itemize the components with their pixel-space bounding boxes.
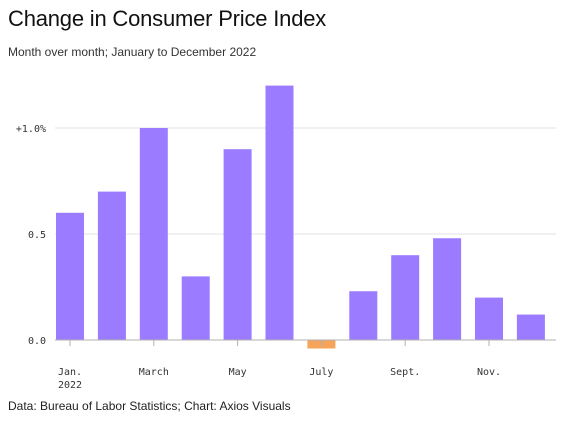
bar-feb [97, 191, 126, 340]
chart-subtitle: Month over month; January to December 20… [8, 45, 257, 59]
bar-nov [475, 297, 503, 340]
bar-sept [391, 255, 420, 340]
chart-title: Change in Consumer Price Index [8, 6, 327, 31]
bar-dec [516, 314, 545, 340]
bar-may [223, 149, 252, 340]
bar-jan [56, 212, 84, 340]
x-tick-label: Nov. [477, 367, 501, 378]
source-note: Data: Bureau of Labor Statistics; Chart:… [8, 399, 291, 413]
x-tick-sublabel: 2022 [58, 380, 82, 391]
bar-oct [433, 238, 462, 340]
x-tick-label: March [139, 367, 169, 378]
x-tick-label: July [309, 367, 333, 378]
bar-mar [139, 128, 168, 340]
x-tick-label: May [229, 367, 247, 378]
y-tick-label: 0.5 [28, 230, 46, 241]
bar-jun [265, 85, 294, 340]
y-tick-label: 0.0 [28, 336, 46, 347]
bar-aug [349, 291, 378, 340]
bar-apr [181, 276, 210, 340]
x-tick-label: Sept. [390, 367, 420, 378]
y-tick-label: +1.0% [16, 124, 46, 135]
x-tick-label: Jan. [58, 367, 82, 378]
